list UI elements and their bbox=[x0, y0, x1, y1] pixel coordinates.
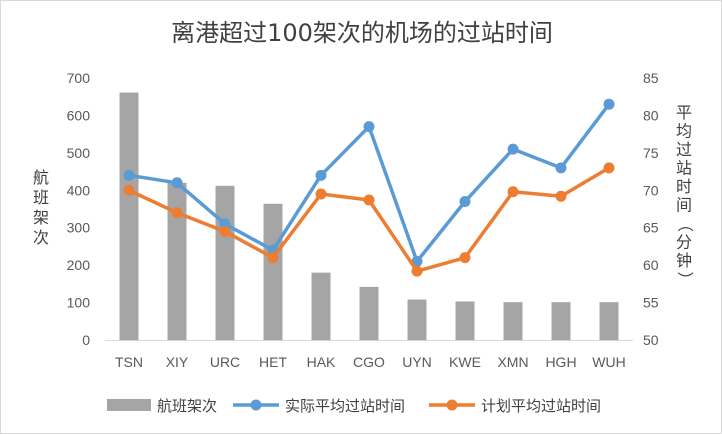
category-label: XMN bbox=[497, 354, 528, 370]
point-series-1-xiy bbox=[171, 177, 183, 189]
left-tick-label: 0 bbox=[82, 332, 90, 348]
right-axis-title-char: ） bbox=[676, 271, 695, 287]
point-series-2-cgo bbox=[363, 194, 375, 206]
right-axis-title-char: （ bbox=[676, 216, 695, 232]
legend-swatch-bar bbox=[107, 399, 151, 411]
bar-cgo bbox=[359, 286, 379, 340]
right-tick-label: 75 bbox=[643, 145, 659, 161]
point-series-1-hgh bbox=[555, 162, 567, 174]
bar-xmn bbox=[503, 302, 523, 340]
point-series-2-hgh bbox=[555, 190, 567, 202]
point-series-1-cgo bbox=[363, 121, 375, 133]
point-series-2-uyn bbox=[411, 265, 423, 277]
point-series-2-wuh bbox=[603, 162, 615, 174]
category-label: KWE bbox=[449, 354, 481, 370]
right-tick-label: 55 bbox=[643, 295, 659, 311]
category-label: HAK bbox=[307, 354, 336, 370]
left-tick-label: 600 bbox=[67, 107, 91, 123]
point-series-1-xmn bbox=[507, 143, 519, 155]
right-axis-title-char: 过 bbox=[676, 140, 692, 159]
right-axis-title-char: 时 bbox=[676, 177, 692, 196]
chart-title: 离港超过100架次的机场的过站时间 bbox=[171, 19, 553, 47]
category-label: XIY bbox=[166, 354, 189, 370]
right-axis-title-char: 平 bbox=[676, 103, 692, 122]
right-tick-label: 50 bbox=[643, 332, 659, 348]
bar-xiy bbox=[167, 182, 187, 340]
category-label: UYN bbox=[402, 354, 432, 370]
bar-het bbox=[263, 203, 283, 340]
line-series-2 bbox=[127, 166, 611, 273]
legend-label: 航班架次 bbox=[157, 397, 217, 415]
bar-uyn bbox=[407, 299, 427, 340]
bar-kwe bbox=[455, 301, 475, 340]
bar-tsn bbox=[119, 92, 139, 341]
point-series-2-urc bbox=[219, 225, 231, 237]
left-axis-title: 航班架次 bbox=[33, 168, 49, 247]
category-label: HGH bbox=[545, 354, 576, 370]
point-series-1-hak bbox=[315, 169, 327, 181]
left-tick-label: 700 bbox=[67, 70, 91, 86]
right-axis-title-char: 均 bbox=[676, 122, 692, 141]
right-axis-title-char: 站 bbox=[676, 159, 692, 178]
point-series-1-wuh bbox=[603, 98, 615, 110]
point-series-1-tsn bbox=[123, 169, 135, 181]
right-axis-title-char: 钟 bbox=[676, 251, 692, 270]
bar-hgh bbox=[551, 302, 571, 340]
legend-swatch-marker bbox=[446, 399, 458, 411]
right-tick-label: 65 bbox=[643, 220, 659, 236]
right-tick-label: 85 bbox=[643, 70, 659, 86]
left-tick-label: 300 bbox=[67, 220, 91, 236]
bar-urc bbox=[215, 185, 235, 340]
right-axis-title-char: 分 bbox=[676, 233, 692, 252]
left-tick-label: 100 bbox=[67, 295, 91, 311]
legend-label: 计划平均过站时间 bbox=[481, 397, 601, 415]
point-series-1-kwe bbox=[459, 196, 471, 208]
category-label: TSN bbox=[115, 354, 143, 370]
left-tick-label: 200 bbox=[67, 257, 91, 273]
category-label: CGO bbox=[353, 354, 385, 370]
right-tick-label: 60 bbox=[643, 257, 659, 273]
left-tick-label: 500 bbox=[67, 145, 91, 161]
bar-hak bbox=[311, 272, 331, 340]
point-series-2-xmn bbox=[507, 186, 519, 198]
legend-swatch-marker bbox=[250, 399, 262, 411]
legend-label: 实际平均过站时间 bbox=[285, 397, 405, 415]
point-series-2-xiy bbox=[171, 207, 183, 219]
category-label: WUH bbox=[592, 354, 625, 370]
point-series-2-kwe bbox=[459, 252, 471, 264]
point-series-2-hak bbox=[315, 188, 327, 200]
right-axis-title-char: 间 bbox=[676, 196, 692, 215]
right-tick-label: 80 bbox=[643, 107, 659, 123]
category-label: URC bbox=[210, 354, 240, 370]
point-series-2-het bbox=[267, 252, 279, 264]
point-series-2-tsn bbox=[123, 184, 135, 196]
bar-wuh bbox=[599, 302, 619, 340]
left-tick-label: 400 bbox=[67, 182, 91, 198]
right-tick-label: 70 bbox=[643, 182, 659, 198]
category-label: HET bbox=[259, 354, 287, 370]
